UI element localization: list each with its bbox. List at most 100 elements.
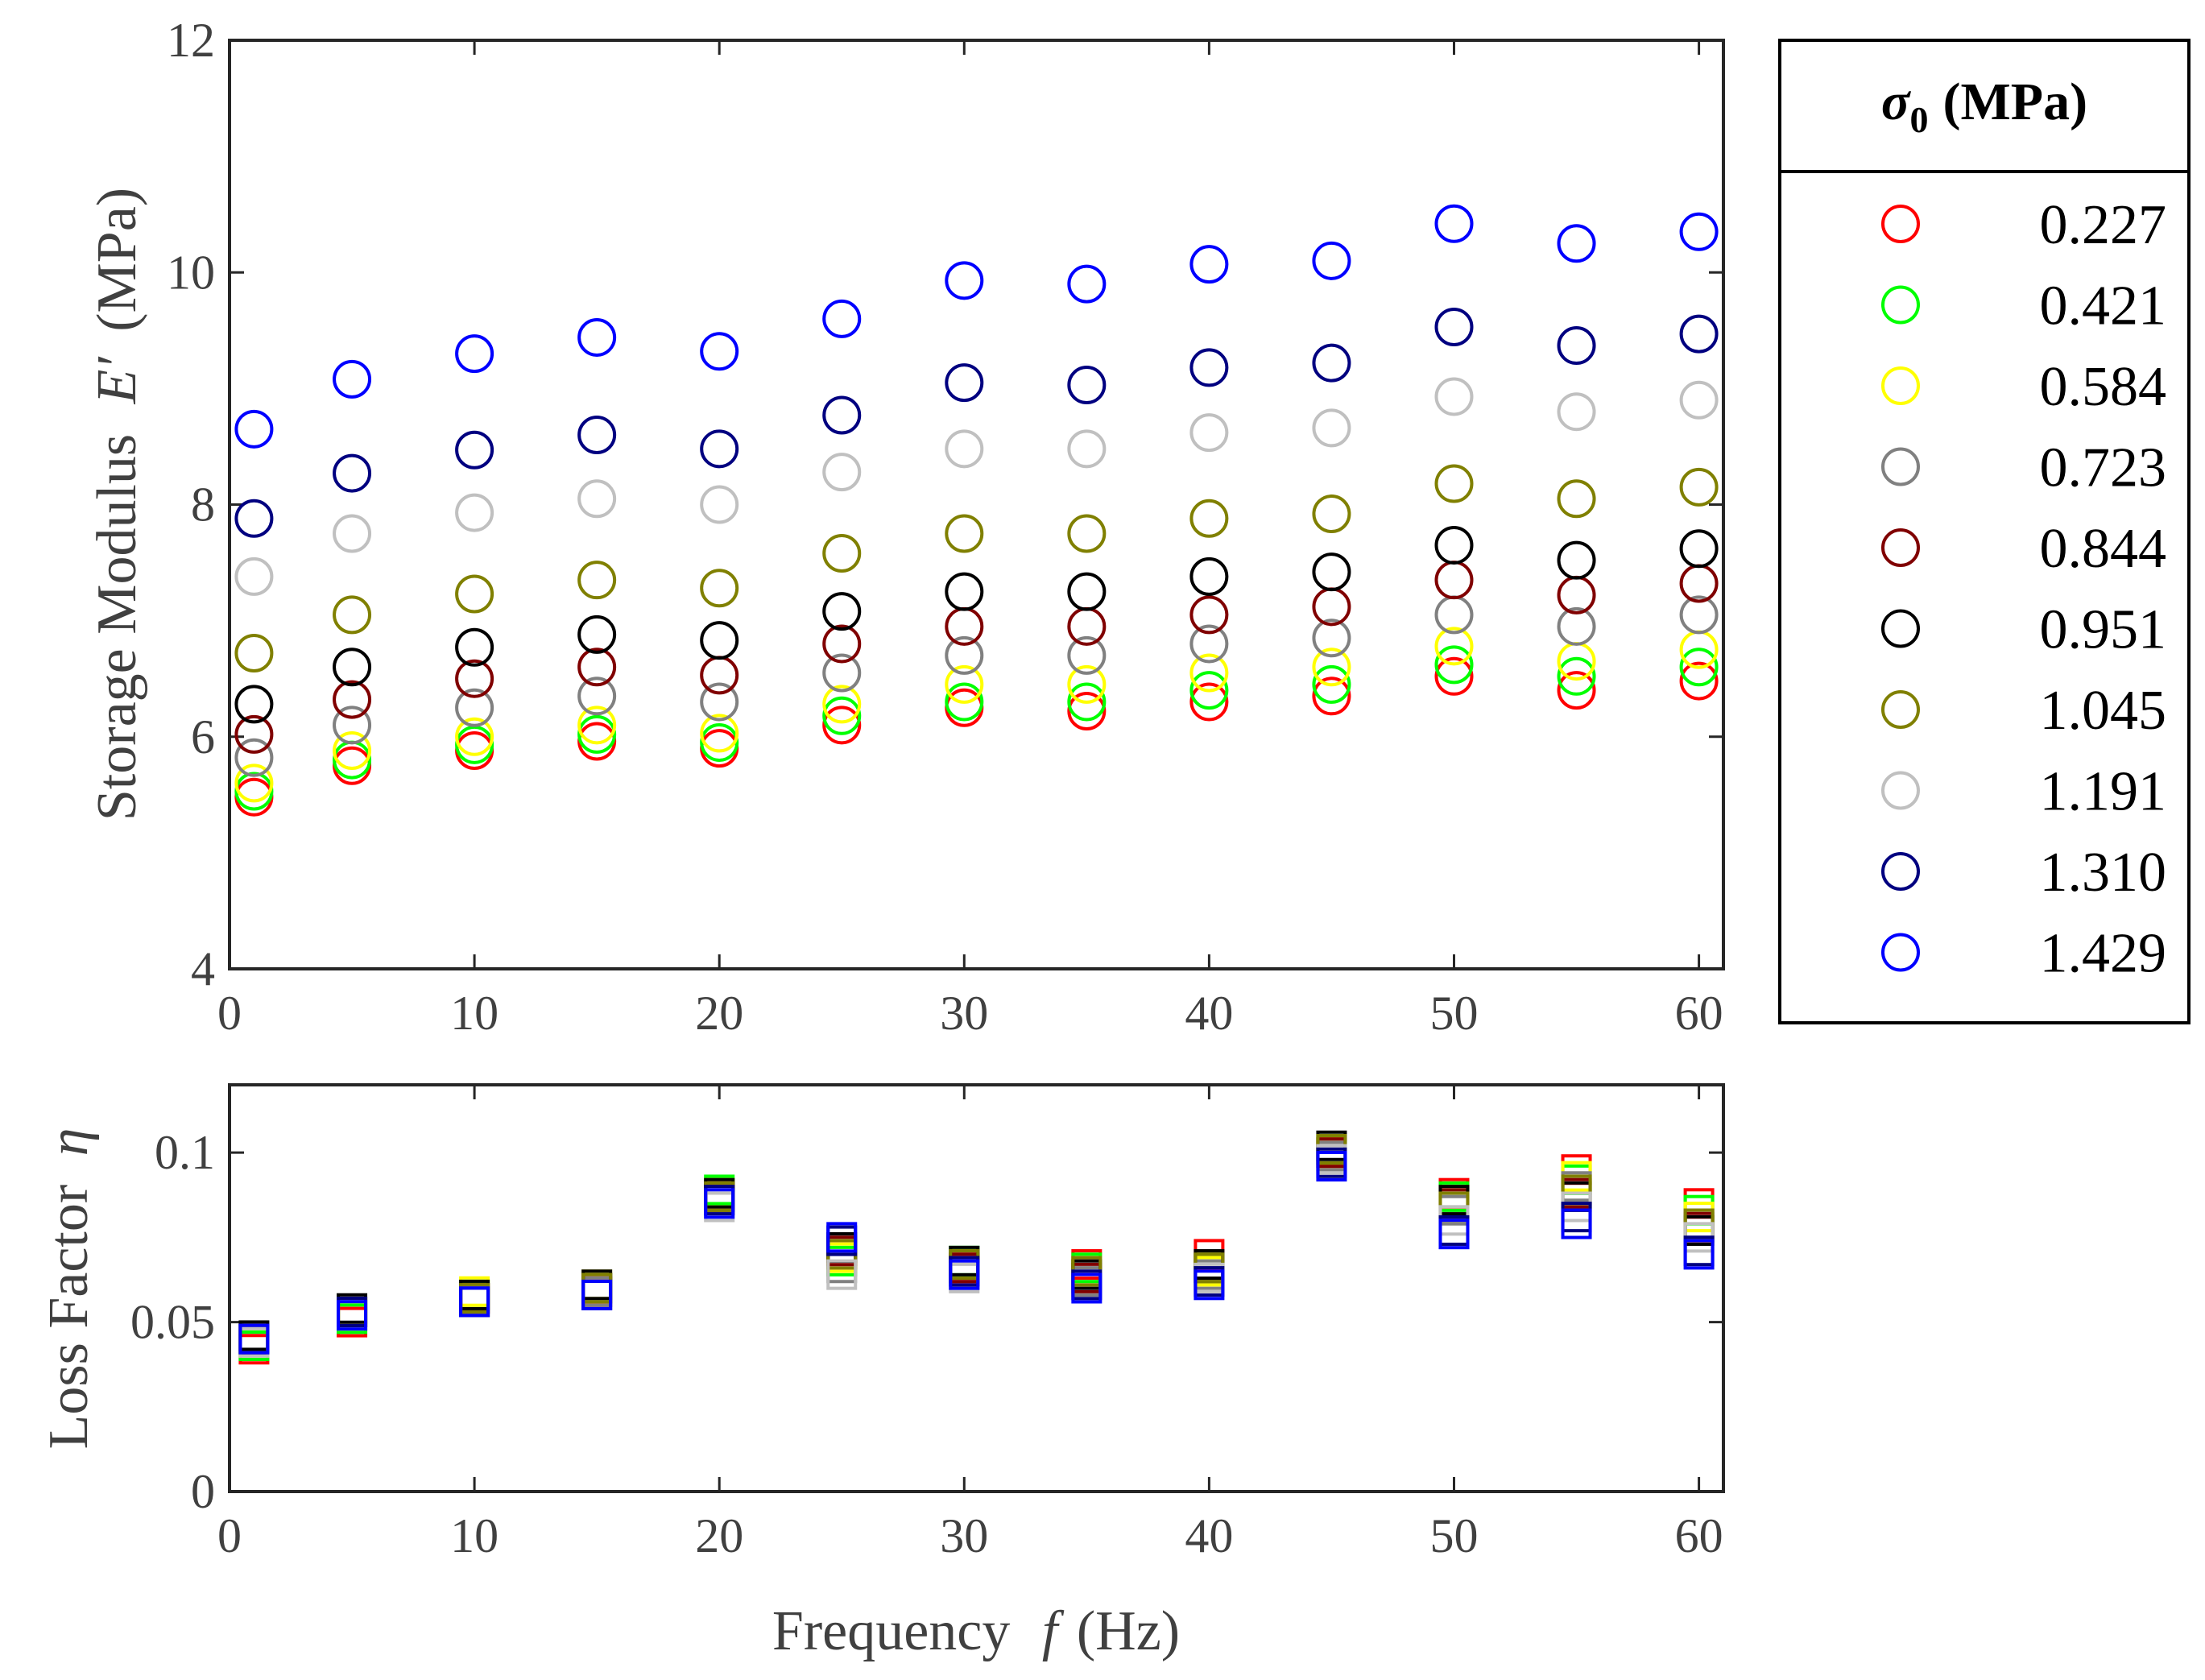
data-point-circle: [945, 514, 984, 553]
legend-entry-label: 0.227: [2040, 194, 2167, 256]
data-point-circle: [1557, 540, 1596, 580]
data-point-circle: [700, 485, 739, 524]
legend-entry-label: 0.723: [2040, 437, 2167, 499]
data-point-circle: [1434, 627, 1474, 666]
top-ylabel-symbol: E: [86, 370, 148, 405]
data-point-circle: [1067, 692, 1107, 731]
data-point-circle: [577, 706, 617, 745]
data-point-circle: [234, 409, 274, 449]
legend-title-symbol: σ: [1881, 72, 1912, 131]
data-point-circle: [945, 261, 984, 300]
legend-marker-circle: [1881, 528, 1920, 567]
data-point-circle: [455, 627, 494, 667]
data-point-circle: [945, 429, 984, 469]
legend-entry: 0.844: [1881, 518, 2166, 580]
data-point-circle: [333, 453, 372, 493]
data-point-circle: [822, 706, 862, 745]
data-point-circle: [1312, 648, 1351, 687]
xlabel-symbol: f: [1042, 1600, 1065, 1662]
data-point-circle: [1189, 245, 1229, 284]
data-point-circle: [333, 648, 372, 687]
data-point-circle: [1189, 682, 1229, 722]
legend-marker-circle: [1881, 852, 1920, 891]
legend-box: [1778, 39, 2191, 1024]
data-point-circle: [1557, 606, 1596, 646]
bottom-xtick-label: 40: [1185, 1509, 1233, 1562]
data-point-circle: [577, 561, 617, 600]
data-point-circle: [1189, 624, 1229, 664]
data-point-circle: [1189, 557, 1229, 596]
data-point-circle: [822, 592, 862, 631]
top-xtick-label: 0: [217, 987, 242, 1040]
data-point-circle: [234, 763, 274, 803]
data-point-circle: [1679, 212, 1719, 251]
legend-marker-circle: [1881, 933, 1920, 972]
top-axes-box: [228, 39, 1725, 970]
data-point-circle: [1679, 380, 1719, 420]
bottom-ylabel-symbol: η: [38, 1128, 100, 1157]
data-point-circle: [1557, 326, 1596, 366]
top-xtick-label: 50: [1429, 987, 1478, 1040]
legend-marker-circle: [1881, 285, 1920, 325]
data-point-circle: [1067, 514, 1107, 553]
legend-entry-label: 0.584: [2040, 356, 2167, 418]
legend-entry: 0.951: [1881, 599, 2166, 661]
legend-entry: 1.045: [1881, 680, 2166, 742]
data-point-circle: [577, 714, 617, 754]
data-point-circle: [455, 659, 494, 698]
storage-modulus-panel: 0 10 20 30 40 50 60 4 6 8 10 12 Storage Modulus E′ …: [86, 14, 1725, 1040]
top-ytick-label: 10: [167, 246, 215, 299]
data-point-circle: [577, 648, 617, 687]
data-point-circle: [822, 624, 862, 664]
data-point-circle: [1312, 494, 1351, 534]
top-series-1.191: [234, 377, 1719, 596]
data-point-circle: [333, 680, 372, 719]
top-ylabel-prime: ′: [86, 356, 148, 370]
data-point-square: [1683, 1239, 1715, 1270]
top-xtick-label: 40: [1185, 987, 1233, 1040]
data-point-square: [581, 1279, 613, 1310]
bottom-series-1.429: [238, 1151, 1715, 1355]
data-point-circle: [1679, 467, 1719, 507]
data-point-circle: [1557, 671, 1596, 710]
data-point-square: [1071, 1272, 1102, 1304]
legend-marker-circle: [1881, 771, 1920, 810]
legend-title: σ0 (MPa): [1881, 72, 2087, 140]
data-point-circle: [1557, 224, 1596, 263]
bottom-xlabel: Frequency f (Hz): [772, 1600, 1180, 1662]
data-point-circle: [945, 682, 984, 722]
data-point-circle: [822, 685, 862, 724]
data-point-square: [238, 1323, 270, 1355]
data-point-circle: [1067, 682, 1107, 722]
data-point-circle: [234, 633, 274, 672]
data-point-square: [1561, 1208, 1592, 1239]
legend-marker-circle: [1881, 447, 1920, 486]
data-point-square: [826, 1259, 858, 1290]
legend-entry: 0.584: [1881, 356, 2167, 418]
data-point-circle: [1189, 413, 1229, 453]
top-series-1.310: [234, 307, 1719, 538]
top-xtick-label: 60: [1675, 987, 1723, 1040]
legend-marker-circle: [1881, 609, 1920, 648]
data-point-circle: [333, 595, 372, 635]
data-point-circle: [1679, 314, 1719, 354]
data-point-circle: [234, 714, 274, 754]
data-point-circle: [1189, 653, 1229, 693]
data-point-circle: [1189, 671, 1229, 710]
data-point-circle: [700, 714, 739, 753]
legend-marker-circle: [1881, 205, 1920, 243]
top-series-1.429: [234, 204, 1719, 449]
data-point-circle: [1067, 635, 1107, 675]
data-point-circle: [700, 621, 739, 660]
bottom-axes-box: [228, 1083, 1725, 1493]
top-series-0.584: [234, 627, 1719, 803]
data-point-circle: [234, 557, 274, 596]
top-series-0.421: [234, 645, 1719, 811]
data-point-square: [1316, 1151, 1347, 1181]
data-point-circle: [234, 685, 274, 724]
data-point-circle: [1189, 348, 1229, 387]
data-point-square: [949, 1259, 980, 1290]
top-ytick-label: 8: [191, 478, 215, 532]
data-point-circle: [822, 299, 862, 338]
